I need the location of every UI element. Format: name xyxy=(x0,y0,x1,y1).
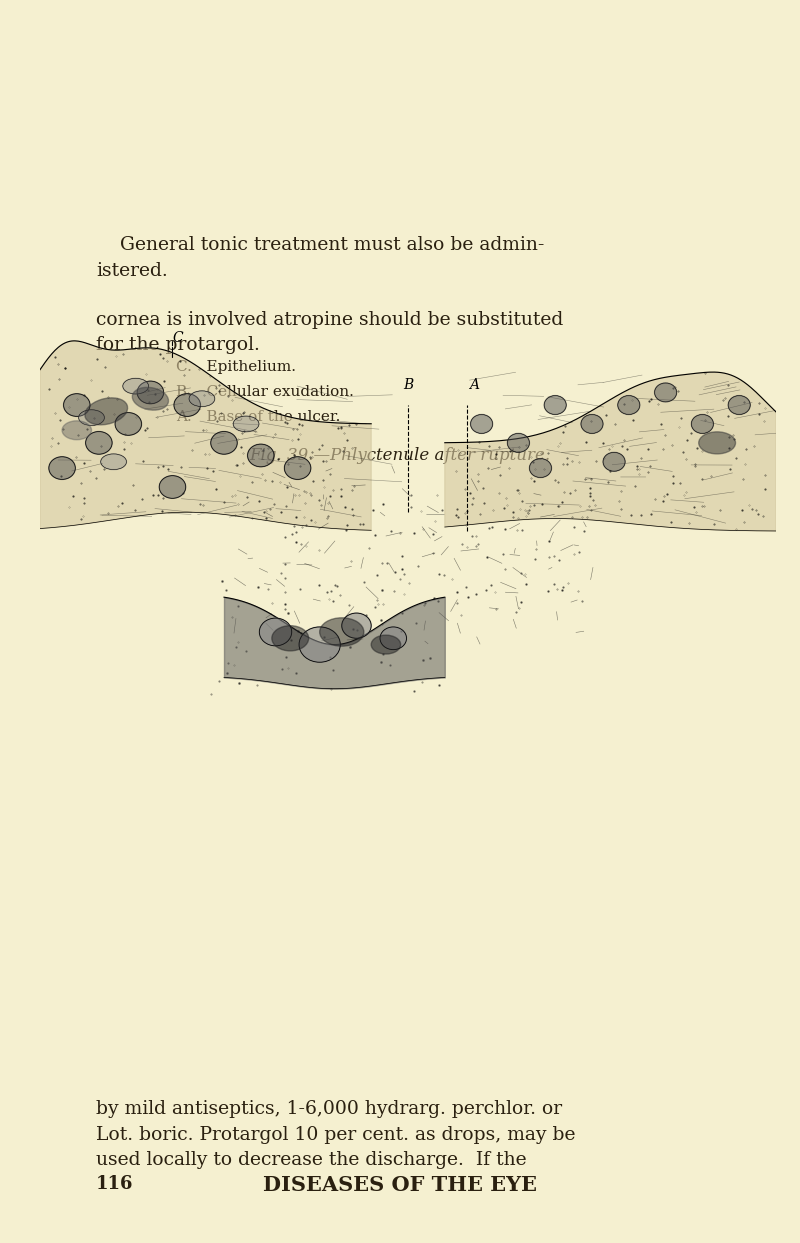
Bar xyxy=(40,472,776,914)
Ellipse shape xyxy=(62,421,91,440)
Text: B.   Cellular exudation.: B. Cellular exudation. xyxy=(176,385,354,399)
Polygon shape xyxy=(445,372,776,531)
Ellipse shape xyxy=(101,454,126,470)
Ellipse shape xyxy=(272,625,309,651)
Circle shape xyxy=(618,395,640,414)
Polygon shape xyxy=(40,341,371,531)
Text: 116: 116 xyxy=(96,1175,134,1192)
Ellipse shape xyxy=(234,416,259,431)
Ellipse shape xyxy=(698,431,735,454)
Text: C: C xyxy=(173,331,183,346)
Ellipse shape xyxy=(85,398,127,425)
Circle shape xyxy=(174,394,201,416)
Text: DISEASES OF THE EYE: DISEASES OF THE EYE xyxy=(263,1175,537,1195)
Circle shape xyxy=(115,413,142,435)
Ellipse shape xyxy=(320,618,364,646)
Circle shape xyxy=(507,434,530,452)
Circle shape xyxy=(49,456,75,480)
Circle shape xyxy=(63,394,90,416)
Ellipse shape xyxy=(189,390,215,406)
Circle shape xyxy=(159,476,186,498)
Circle shape xyxy=(544,395,566,414)
Text: General tonic treatment must also be admin-
istered.: General tonic treatment must also be adm… xyxy=(96,236,544,280)
Circle shape xyxy=(137,382,164,404)
Ellipse shape xyxy=(123,378,149,394)
Circle shape xyxy=(654,383,677,401)
Text: A.   Base of the ulcer.: A. Base of the ulcer. xyxy=(176,410,340,424)
Circle shape xyxy=(530,459,551,477)
Circle shape xyxy=(691,414,714,434)
Circle shape xyxy=(210,431,238,454)
Text: cornea is involved atropine should be substituted
for the protargol.: cornea is involved atropine should be su… xyxy=(96,311,563,354)
Ellipse shape xyxy=(132,388,169,410)
Circle shape xyxy=(299,626,340,663)
Circle shape xyxy=(247,444,274,467)
Circle shape xyxy=(380,626,406,650)
Text: Fig. 39.—Phlyctenule after rupture.: Fig. 39.—Phlyctenule after rupture. xyxy=(250,447,550,465)
Text: C.   Epithelium.: C. Epithelium. xyxy=(176,360,296,374)
Circle shape xyxy=(470,414,493,434)
Circle shape xyxy=(728,395,750,414)
Ellipse shape xyxy=(371,635,401,654)
Text: A: A xyxy=(470,378,479,393)
Circle shape xyxy=(259,618,292,646)
Circle shape xyxy=(284,456,311,480)
Circle shape xyxy=(603,452,625,471)
Ellipse shape xyxy=(78,410,104,425)
Text: B: B xyxy=(403,378,413,393)
Circle shape xyxy=(342,613,371,639)
Text: by mild antiseptics, 1-6,000 hydrarg. perchlor. or
Lot. boric. Protargol 10 per : by mild antiseptics, 1-6,000 hydrarg. pe… xyxy=(96,1100,575,1170)
Circle shape xyxy=(86,431,112,454)
Circle shape xyxy=(581,414,603,434)
